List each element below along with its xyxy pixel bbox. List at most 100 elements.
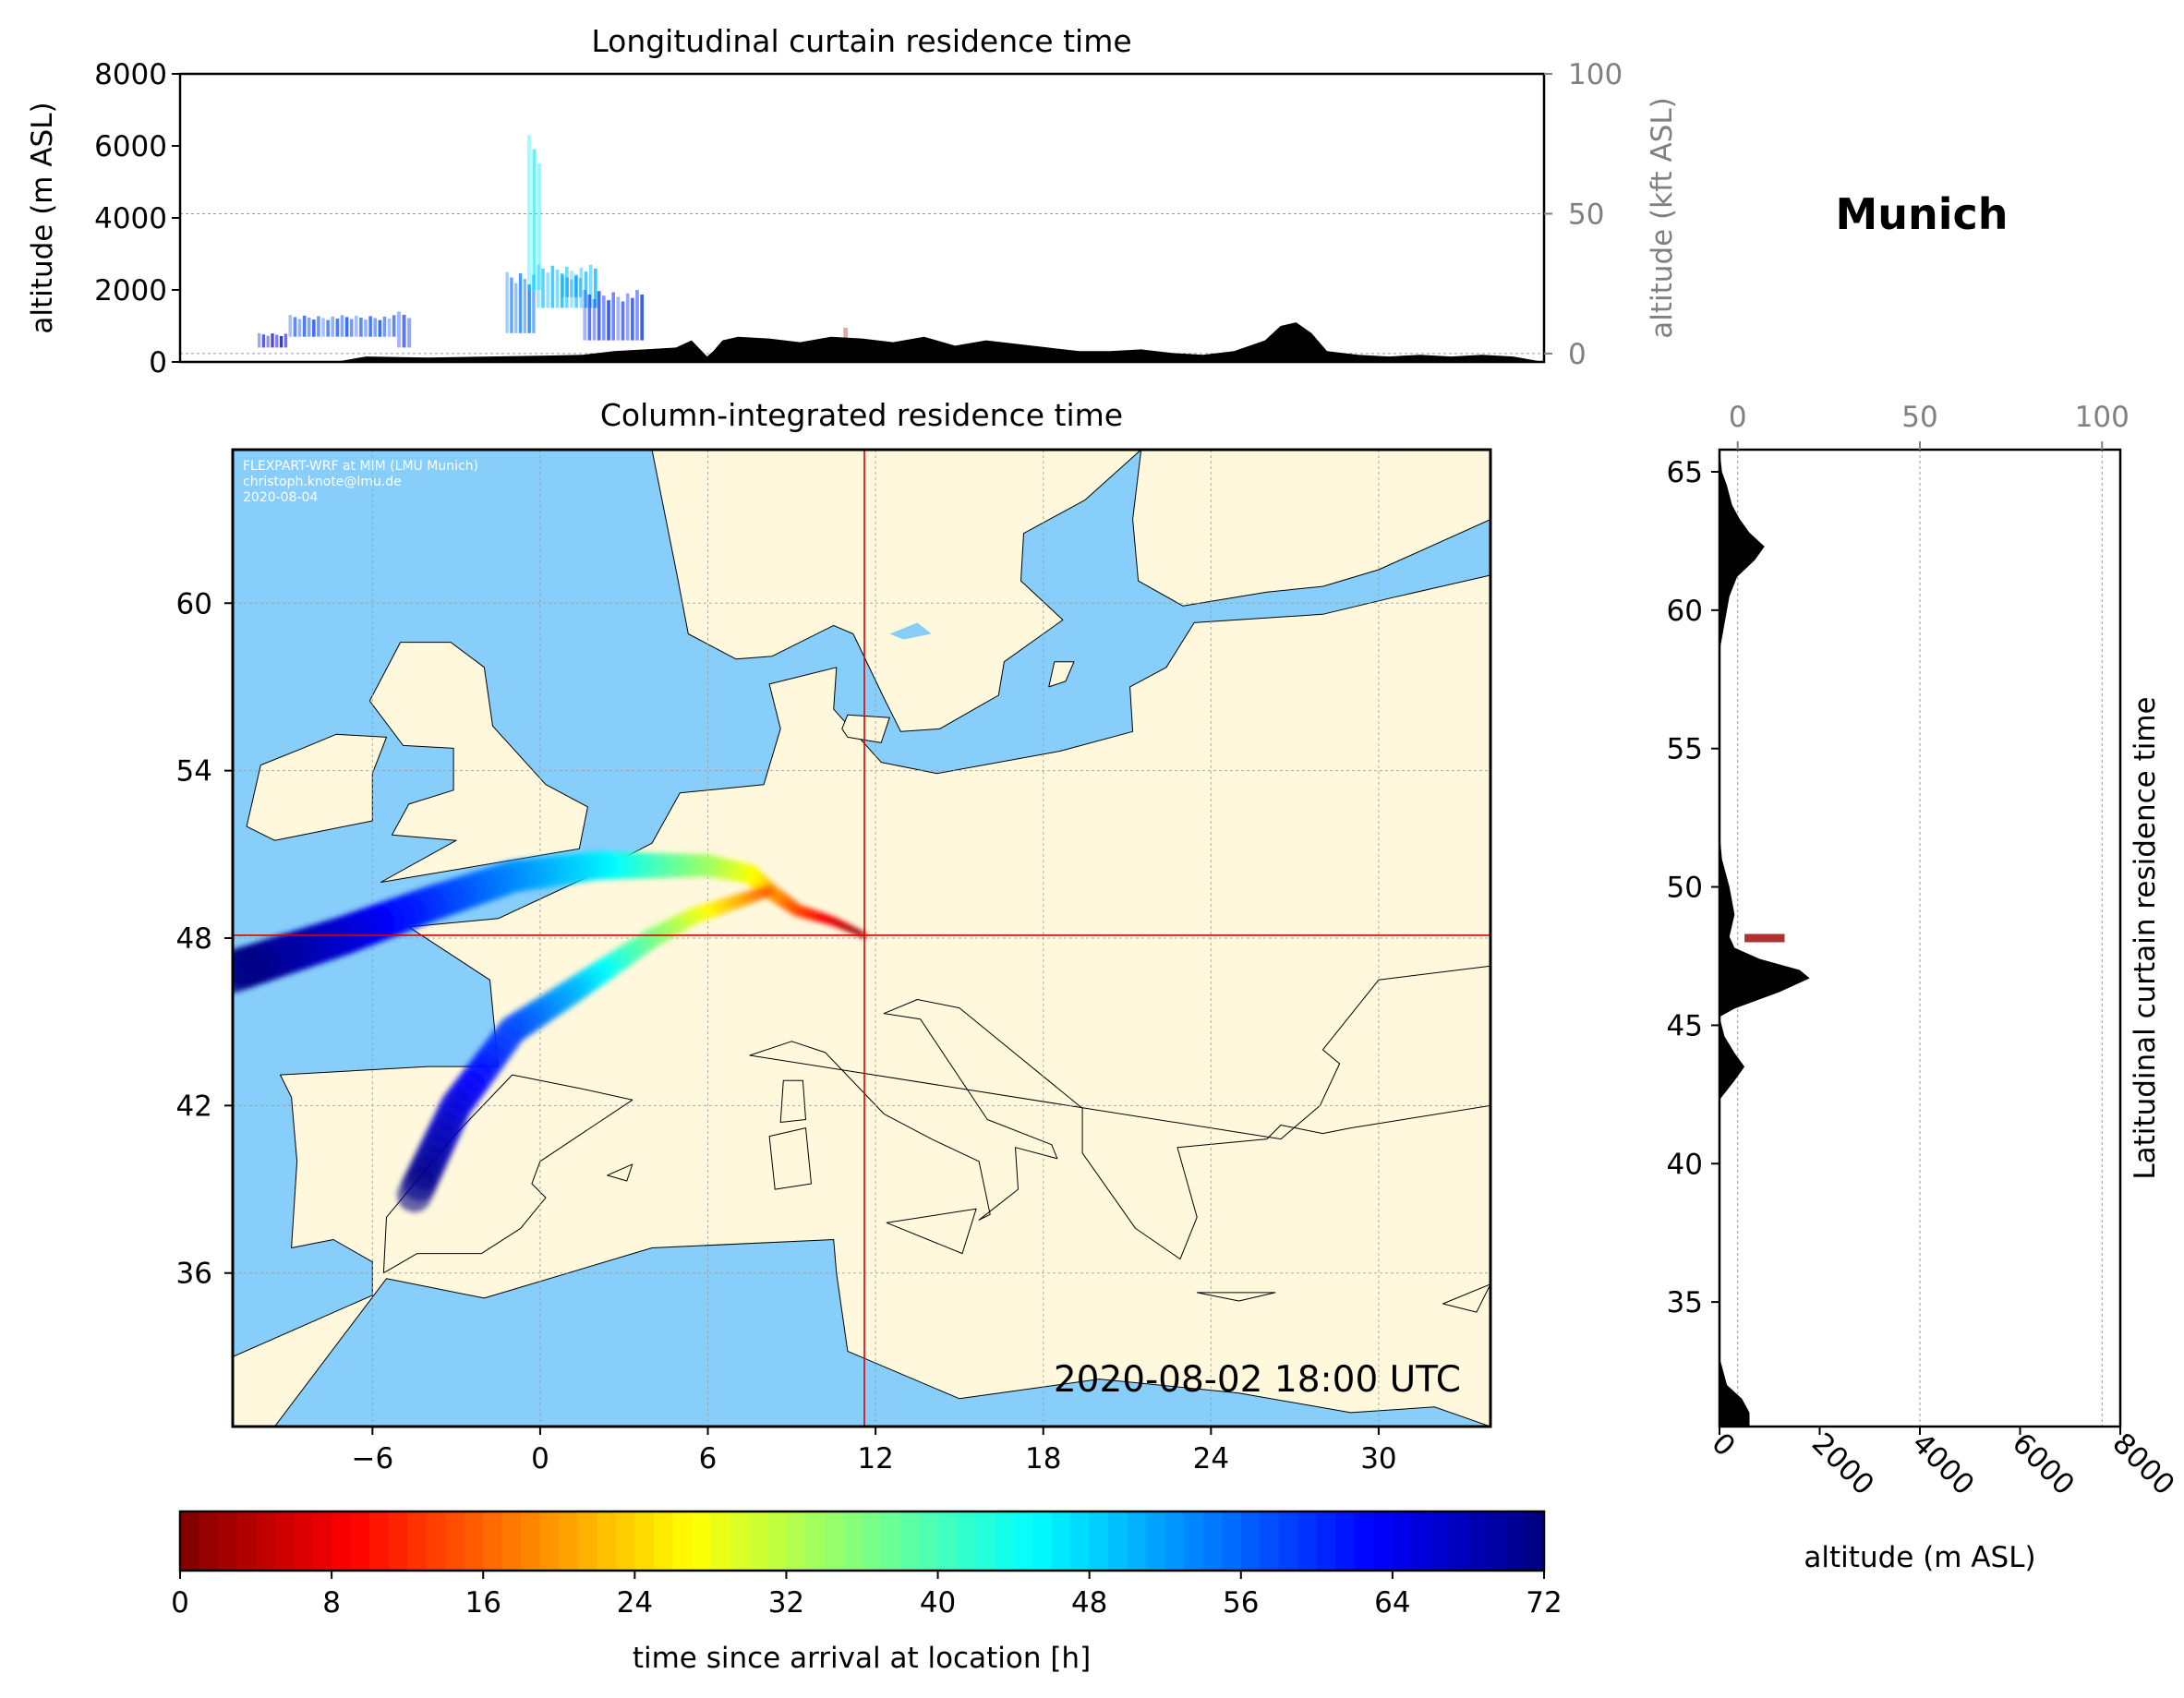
longitudinal-ylabel: altitude (m ASL) bbox=[26, 102, 59, 333]
colorbar-tick-label-7: 56 bbox=[1223, 1586, 1259, 1620]
land-sicily bbox=[886, 1208, 977, 1255]
longitudinal-patch-2-2 bbox=[407, 318, 412, 348]
longitudinal-patch-0-1 bbox=[261, 334, 266, 348]
longitudinal-ytick-label-0: 0 bbox=[149, 346, 167, 379]
colorbar-segment-18 bbox=[521, 1511, 541, 1571]
colorbar-segment-4 bbox=[256, 1511, 276, 1571]
colorbar: 0 8 16 24 32 40 48 56 64 72 time since arrival at… bbox=[171, 1510, 1563, 1675]
colorbar-segment-22 bbox=[597, 1511, 617, 1571]
colorbar-segment-50 bbox=[1127, 1511, 1147, 1571]
colorbar-segment-42 bbox=[975, 1511, 995, 1571]
map-x-ticks: −6 0 6 12 18 24 30 bbox=[351, 1427, 1397, 1475]
colorbar-segment-53 bbox=[1184, 1511, 1204, 1571]
colorbar-segment-16 bbox=[483, 1511, 503, 1571]
longitudinal-patch-5-5 bbox=[560, 273, 564, 308]
longitudinal-patch-0-0 bbox=[257, 332, 261, 348]
latitudinal-ytick-label-3: 50 bbox=[1667, 872, 1703, 905]
map-xtick-label-3: 12 bbox=[857, 1442, 893, 1475]
map-ytick-label-0: 36 bbox=[176, 1258, 212, 1291]
colorbar-segment-1 bbox=[199, 1511, 219, 1571]
map-ytick-label-1: 42 bbox=[176, 1090, 212, 1123]
longitudinal-patch-5-7 bbox=[570, 271, 573, 308]
colorbar-segment-55 bbox=[1222, 1511, 1242, 1571]
colorbar-segment-51 bbox=[1146, 1511, 1166, 1571]
longitudinal-patch-7-7 bbox=[616, 296, 621, 341]
colorbar-segment-32 bbox=[786, 1511, 806, 1571]
colorbar-segment-47 bbox=[1070, 1511, 1091, 1571]
colorbar-segment-56 bbox=[1240, 1511, 1261, 1571]
colorbar-segment-44 bbox=[1013, 1511, 1033, 1571]
colorbar-segment-52 bbox=[1164, 1511, 1185, 1571]
longitudinal-patch-3-3 bbox=[518, 273, 523, 333]
longitudinal-patch-1-8 bbox=[326, 319, 330, 337]
longitudinal-patch-5-12 bbox=[594, 268, 597, 308]
longitudinal-patch-1-11 bbox=[340, 315, 344, 337]
longitudinal-patch-1-4 bbox=[307, 317, 311, 337]
longitudinal-patch-5-1 bbox=[541, 268, 545, 308]
longitudinal-y-ticks-right: 0 50 100 bbox=[1544, 58, 1623, 371]
longitudinal-patch-0-4 bbox=[275, 334, 279, 348]
longitudinal-ytick-right-label-1: 50 bbox=[1568, 198, 1604, 231]
colorbar-segment-8 bbox=[332, 1511, 352, 1571]
longitudinal-patch-0-6 bbox=[284, 333, 288, 348]
longitudinal-patch-6-4 bbox=[578, 278, 582, 297]
colorbar-segment-38 bbox=[899, 1511, 920, 1571]
longitudinal-patch-1-6 bbox=[317, 316, 320, 337]
residence-plume bbox=[233, 850, 868, 1212]
longitudinal-patch-4-2 bbox=[537, 163, 542, 290]
colorbar-ticks: 0 8 16 24 32 40 48 56 64 72 bbox=[171, 1571, 1563, 1620]
land-balearics bbox=[607, 1163, 633, 1182]
colorbar-segment-17 bbox=[501, 1511, 522, 1571]
latitudinal-ytick-label-6: 65 bbox=[1667, 456, 1703, 489]
colorbar-segment-23 bbox=[615, 1511, 635, 1571]
longitudinal-patch-1-22 bbox=[392, 315, 396, 337]
longitudinal-patch-7-0 bbox=[583, 290, 587, 341]
latitudinal-xtick-top-label-2: 100 bbox=[2075, 401, 2130, 434]
longitudinal-patch-1-20 bbox=[382, 316, 387, 337]
latitudinal-xtick-label-0: 0 bbox=[1705, 1427, 1741, 1463]
longitudinal-patch-5-3 bbox=[550, 265, 555, 308]
map-ytick-label-4: 60 bbox=[176, 587, 212, 620]
colorbar-segment-5 bbox=[274, 1511, 295, 1571]
latitudinal-ytick-label-5: 60 bbox=[1667, 595, 1703, 628]
map-canvas bbox=[233, 450, 1490, 1427]
colorbar-segment-3 bbox=[236, 1511, 257, 1571]
map-xtick-label-2: 6 bbox=[699, 1442, 718, 1475]
colorbar-segment-67 bbox=[1449, 1511, 1469, 1571]
latitudinal-xtick-label-1: 2000 bbox=[1805, 1427, 1880, 1501]
longitudinal-patch-0-3 bbox=[271, 333, 274, 348]
longitudinal-patch-3-5 bbox=[527, 284, 531, 333]
longitudinal-patch-5-11 bbox=[588, 264, 593, 308]
longitudinal-patch-7-4 bbox=[602, 295, 606, 341]
land-italy bbox=[749, 965, 1490, 1260]
longitudinal-patch-3-2 bbox=[514, 283, 518, 333]
colorbar-segment-35 bbox=[842, 1511, 863, 1571]
colorbar-segment-2 bbox=[218, 1511, 238, 1571]
map-xtick-label-0: −6 bbox=[351, 1442, 393, 1475]
colorbar-segment-36 bbox=[862, 1511, 882, 1571]
longitudinal-patch-1-13 bbox=[349, 319, 354, 337]
map-gridlines bbox=[233, 450, 1490, 1427]
longitudinal-patch-7-12 bbox=[640, 294, 644, 341]
colorbar-segment-59 bbox=[1297, 1511, 1318, 1571]
colorbar-tick-label-6: 48 bbox=[1071, 1586, 1107, 1620]
longitudinal-y-ticks: 0 2000 4000 6000 8000 bbox=[94, 58, 180, 379]
colorbar-segment-31 bbox=[766, 1511, 788, 1571]
colorbar-segment-60 bbox=[1316, 1511, 1336, 1571]
map-xtick-label-1: 0 bbox=[531, 1442, 549, 1475]
map-y-ticks: 36 42 48 54 60 bbox=[176, 587, 233, 1291]
colorbar-segment-33 bbox=[804, 1511, 826, 1571]
longitudinal-ylabel-right: altitude (kft ASL) bbox=[1646, 97, 1679, 338]
colorbar-segment-12 bbox=[407, 1511, 428, 1571]
credit-line-3: 2020-08-04 bbox=[243, 490, 318, 505]
latitudinal-y-ticks: 35 40 45 50 55 60 65 bbox=[1667, 456, 1719, 1319]
longitudinal-patch-1-10 bbox=[335, 319, 340, 337]
colorbar-segment-48 bbox=[1089, 1511, 1109, 1571]
colorbar-segment-21 bbox=[577, 1511, 597, 1571]
colorbar-label: time since arrival at location [h] bbox=[633, 1642, 1091, 1675]
longitudinal-patch-7-2 bbox=[592, 298, 597, 341]
colorbar-segment-34 bbox=[824, 1511, 844, 1571]
longitudinal-patch-5-10 bbox=[584, 271, 588, 308]
lake-ladoga bbox=[1364, 567, 1457, 590]
longitudinal-ytick-right-label-2: 100 bbox=[1568, 58, 1623, 91]
